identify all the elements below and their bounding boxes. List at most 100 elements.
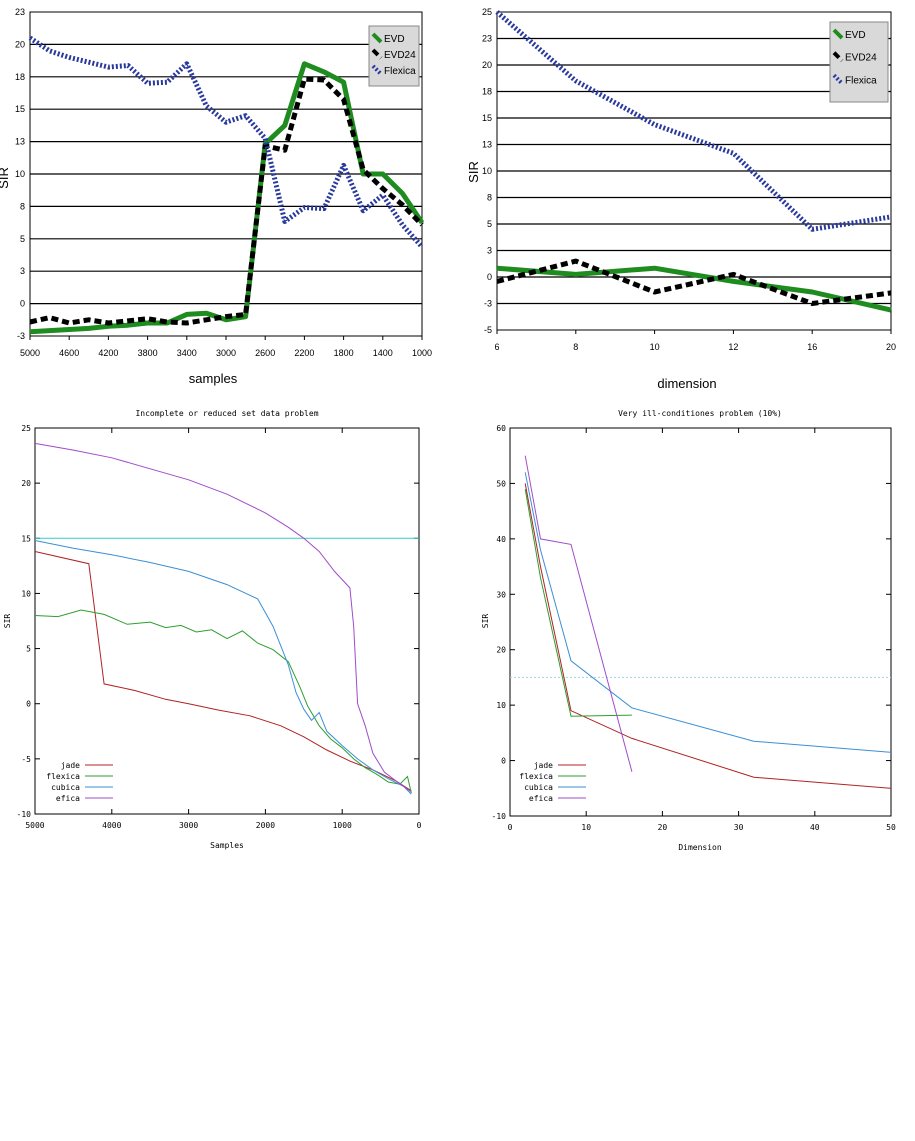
x-tick-label: 0 (417, 821, 422, 830)
x-tick-label: 12 (728, 342, 738, 352)
y-axis-label: SIR (3, 614, 12, 629)
x-tick-label: 4000 (102, 821, 121, 830)
y-tick-label: 5 (487, 219, 492, 229)
y-axis-label: SIR (0, 167, 11, 189)
y-tick-label: 18 (482, 87, 492, 97)
series-line-jade (524, 483, 892, 789)
y-tick-label: 8 (487, 193, 492, 203)
legend-label: EVD (845, 30, 866, 41)
legend: EVD EVD24 Flexica (368, 25, 420, 87)
series-line-efica (524, 455, 633, 772)
series-line-evd24 (496, 258, 892, 306)
x-tick-label: 1000 (412, 348, 432, 358)
chart-2: 25 23 20 18 15 13 10 8 5 3 0 -3 -56 8 10 12 16 20 EVD EVD24… (466, 7, 896, 391)
y-tick-label: -3 (484, 299, 492, 309)
series-line-evd (496, 265, 892, 313)
y-tick-label: 10 (15, 169, 25, 179)
legend-swatch (832, 51, 844, 63)
y-tick-label: 5 (20, 234, 25, 244)
series-line-flexica (495, 10, 892, 232)
series-line-jade (34, 551, 412, 792)
legend-label: cubica (51, 783, 80, 792)
x-tick-label: 0 (508, 823, 513, 832)
x-tick-label: 2600 (255, 348, 275, 358)
y-tick-label: 0 (487, 272, 492, 282)
x-tick-label: 20 (658, 823, 668, 832)
y-axis-label: SIR (466, 161, 481, 183)
legend-label: EVD (384, 34, 405, 45)
y-tick-label: 20 (482, 60, 492, 70)
y-tick-label: -10 (492, 812, 507, 821)
series-line-evd (29, 61, 425, 335)
y-tick-label: 0 (501, 757, 506, 766)
x-axis-label: Samples (210, 841, 244, 850)
legend-label: flexica (519, 772, 553, 781)
y-tick-label: 5 (26, 645, 31, 654)
series-line-flexica (34, 609, 412, 794)
chart-title: Incomplete or reduced set data problem (135, 409, 318, 418)
x-tick-label: 3000 (179, 821, 198, 830)
y-tick-label: 15 (482, 113, 492, 123)
x-tick-label: 3800 (138, 348, 158, 358)
y-tick-label: 15 (21, 534, 31, 543)
chart-1: 23 20 18 15 13 10 8 5 3 0 -3 5000 4600 4200 3800 3400 30… (0, 7, 432, 386)
y-tick-label: 10 (482, 166, 492, 176)
legend-label: jade (534, 761, 553, 770)
x-axis-label: samples (189, 371, 238, 386)
x-tick-label: 50 (886, 823, 896, 832)
y-tick-label: 10 (496, 701, 506, 710)
x-tick-label: 5000 (25, 821, 44, 830)
x-tick-label: 5000 (20, 348, 40, 358)
x-tick-label: 1000 (333, 821, 352, 830)
y-tick-label: 10 (21, 589, 31, 598)
legend-swatch (371, 32, 383, 44)
y-tick-label: 20 (496, 646, 506, 655)
legend-swatch (832, 73, 844, 85)
series-line-efica (34, 442, 412, 793)
series-line-cubica (34, 540, 412, 795)
legend-swatch (371, 48, 383, 60)
x-tick-label: 3000 (216, 348, 236, 358)
x-tick-label: 8 (573, 342, 578, 352)
legend: EVD EVD24 Flexica (829, 21, 889, 103)
legend-label: Flexica (384, 66, 416, 77)
y-tick-label: -5 (21, 755, 31, 764)
y-tick-label: 20 (21, 479, 31, 488)
series-line-flexica (524, 488, 632, 717)
legend-label: jade (61, 761, 80, 770)
legend-label: efica (56, 794, 80, 803)
x-tick-label: 3400 (177, 348, 197, 358)
y-tick-label: 50 (496, 479, 506, 488)
x-tick-label: 2200 (294, 348, 314, 358)
series-line-evd24 (29, 76, 424, 326)
y-axis-label: SIR (481, 614, 490, 629)
series-line-cubica (524, 472, 892, 753)
legend-label: EVD24 (845, 53, 877, 64)
legend-label: Flexica (845, 75, 877, 86)
legend-label: flexica (46, 772, 80, 781)
chart-title: Very ill-conditiones problem (10%) (618, 409, 782, 418)
legend-label: EVD24 (384, 50, 416, 61)
plot-frame (34, 427, 420, 815)
x-tick-label: 20 (886, 342, 896, 352)
y-tick-label: 20 (15, 39, 25, 49)
x-tick-label: 4600 (59, 348, 79, 358)
x-axis-label: dimension (657, 376, 716, 391)
y-tick-label: 18 (15, 72, 25, 82)
x-tick-label: 2000 (256, 821, 275, 830)
y-tick-label: 15 (15, 104, 25, 114)
y-tick-label: 25 (482, 7, 492, 17)
x-tick-label: 30 (734, 823, 744, 832)
x-tick-label: 6 (494, 342, 499, 352)
legend-label: efica (529, 794, 553, 803)
legend: jade flexica cubica efica (46, 761, 113, 803)
legend-swatch (832, 28, 844, 40)
chart-3: 25 20 15 10 5 0 -5 -10 5000 4000 3000 2000 1000 0 jade… (3, 409, 422, 850)
y-tick-label: -5 (484, 325, 492, 335)
y-tick-label: 23 (15, 7, 25, 17)
y-tick-label: 60 (496, 424, 506, 433)
y-tick-label: -10 (17, 810, 32, 819)
y-tick-label: 25 (21, 424, 31, 433)
x-tick-label: 1400 (373, 348, 393, 358)
